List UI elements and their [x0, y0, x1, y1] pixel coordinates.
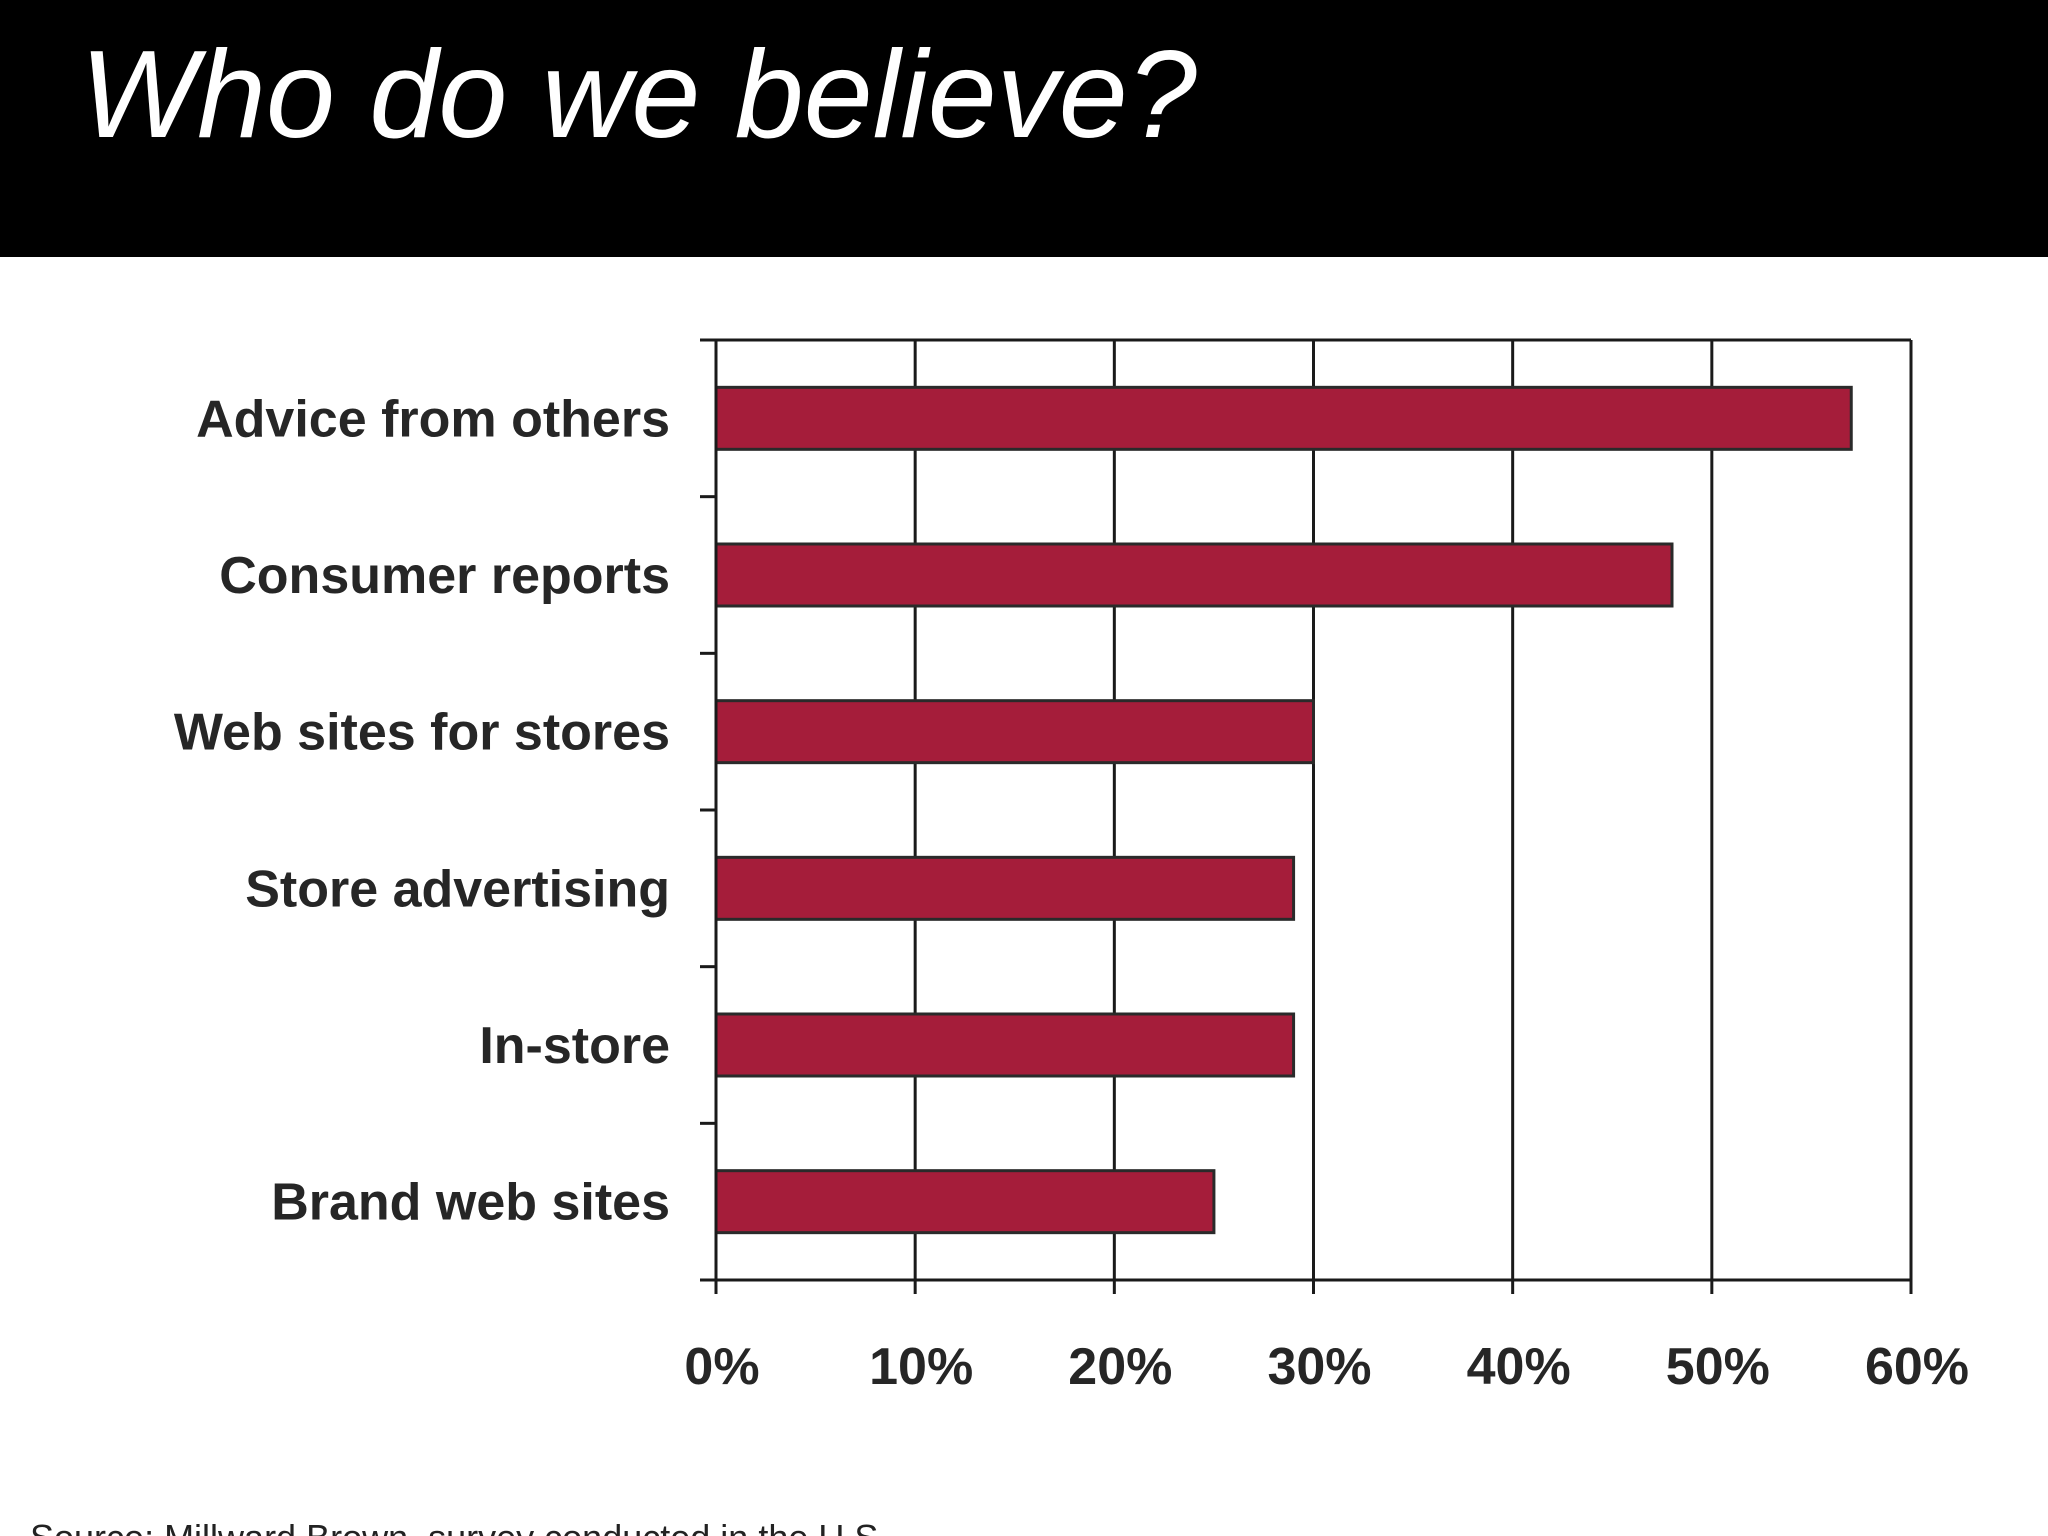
bar [714, 542, 1674, 608]
bar [714, 1169, 1216, 1235]
source-note: Source: Millward Brown, survey conducted… [30, 1516, 888, 1536]
x-tick-label: 0% [684, 1338, 759, 1396]
gridlines [913, 340, 1913, 1294]
x-tick-label: 40% [1467, 1338, 1571, 1396]
x-tick-label: 30% [1267, 1338, 1371, 1396]
category-label: In-store [479, 1017, 670, 1075]
labels: Advice from others Consumer reports Web si… [174, 390, 1969, 1396]
bar [714, 1012, 1296, 1078]
category-label: Web sites for stores [174, 704, 670, 762]
title-bar: Who do we believe? [0, 0, 2048, 257]
x-tick-label: 10% [869, 1338, 973, 1396]
x-tick-label: 60% [1865, 1338, 1969, 1396]
bar [714, 699, 1315, 765]
x-tick-label: 50% [1666, 1338, 1770, 1396]
bar [714, 855, 1296, 921]
category-label: Store advertising [245, 860, 670, 918]
x-tick-label: 20% [1068, 1338, 1172, 1396]
slide-title: Who do we believe? [80, 26, 1197, 164]
category-label: Advice from others [196, 390, 670, 448]
category-label: Consumer reports [219, 547, 670, 605]
category-label: Brand web sites [271, 1174, 670, 1232]
bars [714, 385, 1853, 1235]
axes [700, 338, 1911, 1294]
bar [714, 385, 1853, 451]
